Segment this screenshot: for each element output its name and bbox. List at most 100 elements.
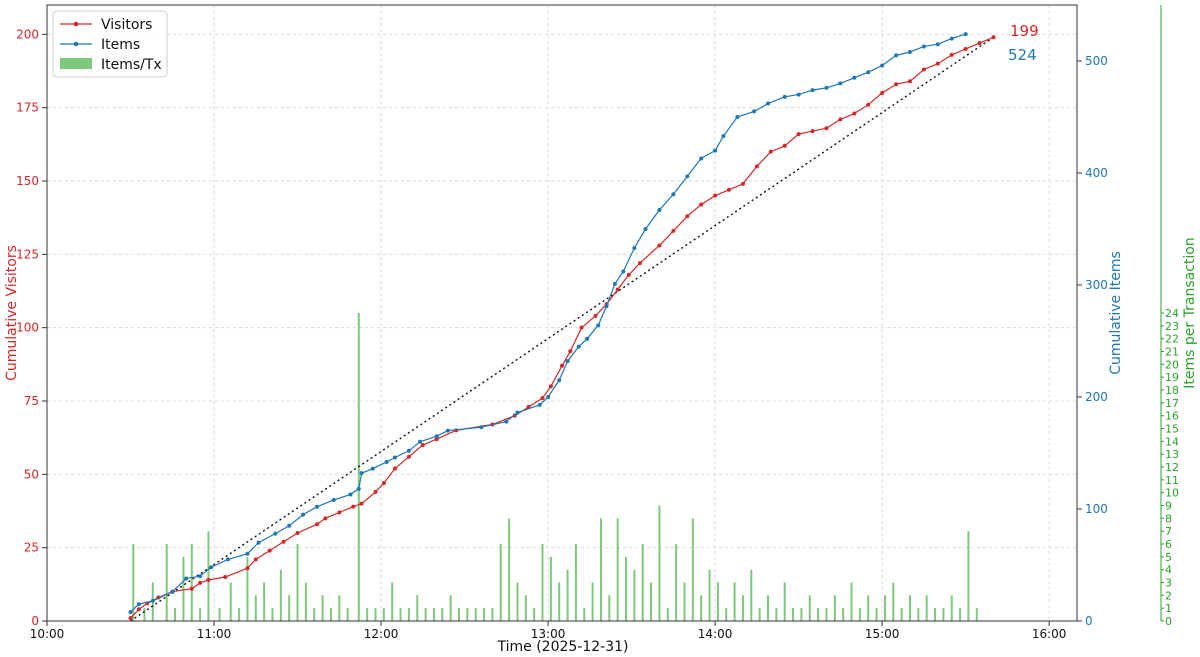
items-point [273, 531, 278, 536]
items-point [348, 492, 353, 497]
visitors-point [579, 325, 584, 330]
items-point [621, 269, 626, 274]
items-point [935, 42, 940, 47]
visitors-point [796, 132, 801, 137]
items-point [479, 425, 484, 430]
items-per-tx-bar [583, 608, 586, 621]
items-per-tx-bar [407, 608, 410, 621]
items-point [256, 540, 261, 545]
items-point [671, 192, 676, 197]
items-point [184, 576, 189, 581]
x-tick-label: 15:00 [865, 627, 900, 641]
items-point [384, 459, 389, 464]
items-per-tx-bar [549, 556, 552, 621]
items-point [301, 512, 306, 517]
visitors-point [637, 261, 642, 266]
items-per-tx-bar [917, 608, 920, 621]
items-per-tx-bar [271, 608, 274, 621]
items-per-tx-bar [313, 608, 316, 621]
visitors-point [540, 396, 545, 401]
items-point [356, 486, 361, 491]
items-per-tx-bar [449, 595, 452, 621]
items-per-tx-bar [541, 544, 544, 621]
items-point [418, 439, 423, 444]
x-tick-label: 14:00 [698, 627, 733, 641]
items-per-tx-bar [934, 608, 937, 621]
visitors-point [568, 349, 573, 354]
items-per-tx-bar [625, 556, 628, 621]
visitors-point [359, 501, 364, 506]
items-per-tx-bar [758, 608, 761, 621]
items-point [921, 44, 926, 49]
items-per-tx-bar [708, 569, 711, 621]
far-right-y-tick-label: 2 [1165, 589, 1172, 602]
items-per-tx-bar [875, 608, 878, 621]
visitors-point [245, 566, 250, 571]
items-per-tx-bar [591, 582, 594, 621]
legend-visitors-label: Visitors [101, 17, 152, 33]
items-per-tx-bar [174, 608, 177, 621]
items-per-tx-bar [263, 582, 266, 621]
items-point [657, 207, 662, 212]
items-point [359, 471, 364, 476]
visitors-point [657, 243, 662, 248]
items-per-tx-bar [229, 582, 232, 621]
items-per-tx-bar [733, 582, 736, 621]
visitors-point [866, 102, 871, 107]
items-per-tx-bar [524, 595, 527, 621]
visitors-point [223, 575, 228, 579]
legend-items-label: Items [101, 37, 140, 53]
items-point [852, 75, 857, 80]
visitors-point [626, 272, 631, 277]
trend-line [130, 36, 994, 622]
far-right-y-tick-label: 0 [1165, 615, 1172, 628]
items-per-tx-bar [143, 608, 146, 621]
visitors-point [727, 187, 732, 192]
visitors-point [267, 548, 272, 553]
items-per-tx-bar [466, 608, 469, 621]
items-point [604, 304, 609, 309]
visitors-point [685, 214, 690, 219]
items-per-tx-bar [424, 608, 427, 621]
far-right-y-tick-label: 24 [1165, 307, 1179, 320]
items-per-tx-bar [296, 544, 299, 621]
items-point [810, 88, 815, 93]
visitors-point [935, 61, 940, 66]
visitors-point [754, 164, 759, 169]
visitors-point [963, 47, 968, 51]
items-point [198, 574, 203, 579]
plot-frame [46, 4, 1078, 622]
items-per-tx-bar [132, 544, 135, 621]
items-per-tx-bar [633, 569, 636, 621]
items-point [612, 281, 617, 286]
items-point [170, 589, 175, 594]
items-per-tx-bar [892, 582, 895, 621]
visitors-point [198, 580, 203, 585]
visitors-point [894, 82, 899, 87]
items-point [880, 63, 885, 68]
far-right-y-tick-label: 9 [1165, 500, 1172, 513]
items-per-tx-bar [883, 595, 886, 621]
items-per-tx-bar [508, 518, 511, 621]
items-point [209, 565, 214, 570]
items-point [713, 148, 718, 153]
items-point [315, 504, 320, 509]
items-point [721, 134, 726, 139]
visitors-point [337, 510, 342, 515]
left-y-tick-label: 0 [31, 614, 39, 628]
items-point [504, 419, 509, 424]
items-per-tx-bar [474, 608, 477, 621]
visitors-point [699, 202, 704, 207]
far-right-y-tick-label: 18 [1165, 384, 1179, 397]
left-y-tick-label: 175 [16, 101, 39, 115]
visitors-point [615, 287, 620, 292]
items-per-tx-bar [321, 595, 324, 621]
visitors-point [281, 539, 286, 544]
right-y-axis-label: Cumulative Items [1108, 251, 1124, 375]
visitors-point [420, 443, 425, 447]
far-right-y-tick-label: 4 [1165, 564, 1172, 577]
items-per-tx-bar [817, 608, 820, 621]
far-right-y-tick-label: 22 [1165, 333, 1179, 346]
visitors-point [136, 607, 141, 612]
legend-items-marker [73, 41, 79, 47]
